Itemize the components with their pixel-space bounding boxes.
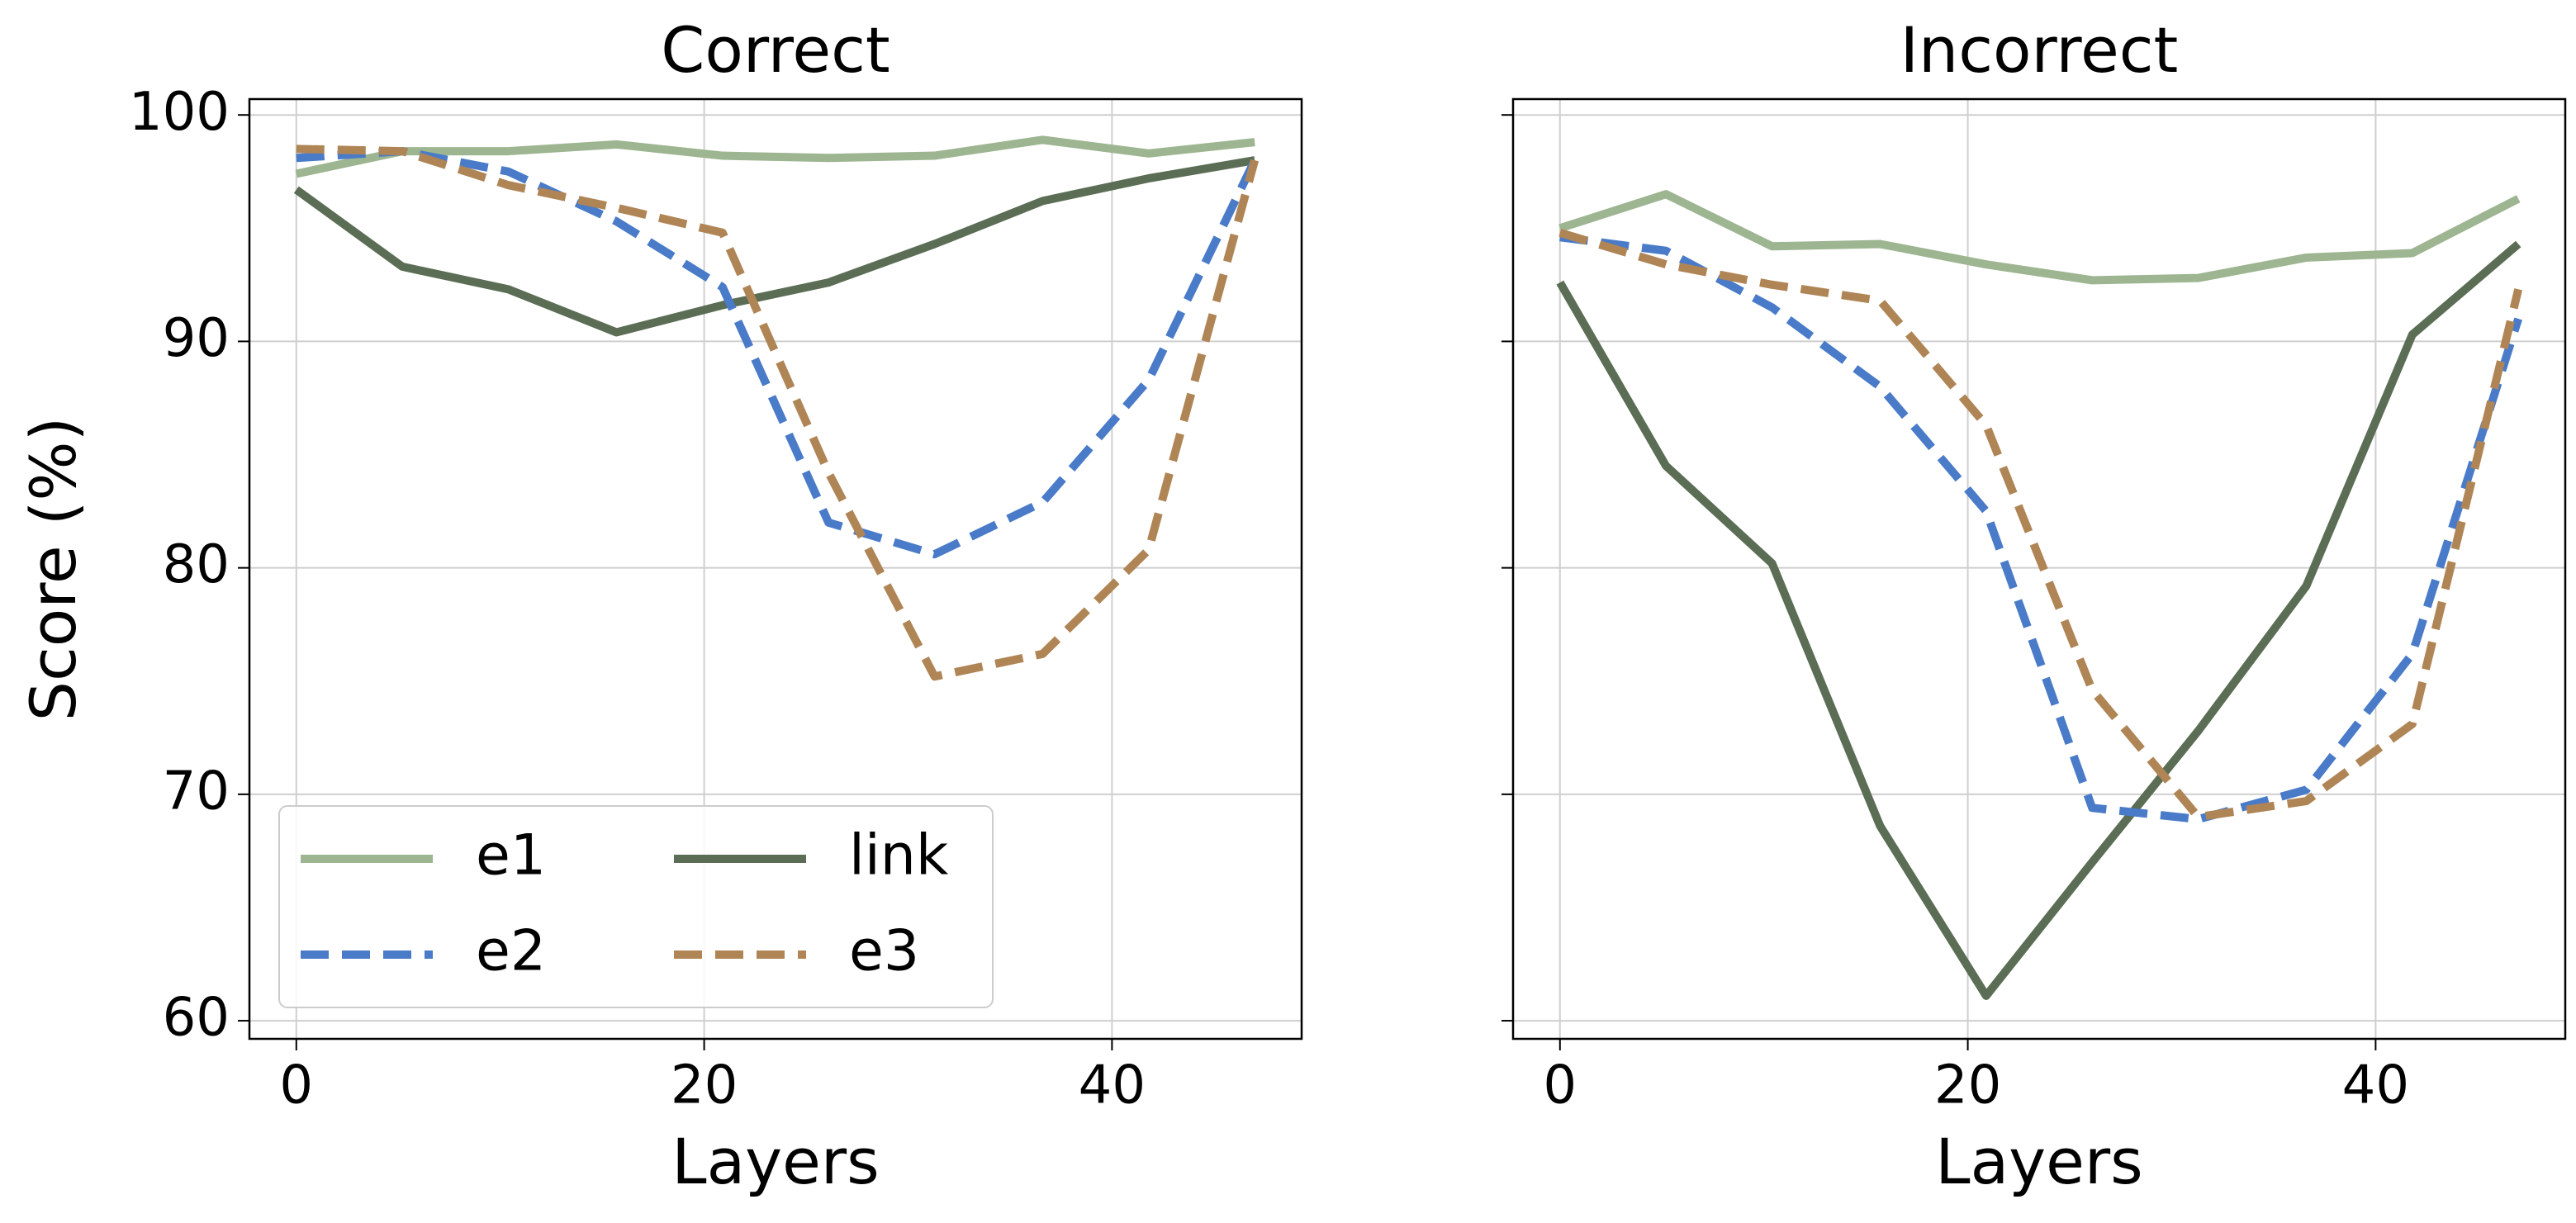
x-axis-label: Layers — [1935, 1125, 2143, 1198]
x-tick-label: 40 — [2342, 1055, 2409, 1116]
legend-label: e3 — [849, 919, 919, 984]
x-tick-label: 0 — [279, 1055, 313, 1116]
line-series — [1559, 233, 2522, 824]
plot-frame — [1511, 97, 2567, 1040]
chart-title: Correct — [661, 13, 890, 87]
line-series — [1558, 228, 2523, 822]
line-series — [1556, 240, 2521, 1000]
y-tick-label: 70 — [163, 761, 230, 822]
legend-label: e1 — [476, 823, 546, 889]
legend-label: link — [849, 823, 949, 889]
x-tick-label: 20 — [1934, 1055, 2001, 1116]
y-tick-label: 80 — [163, 534, 230, 595]
y-tick-label: 60 — [163, 988, 230, 1049]
legend-label: e2 — [476, 919, 546, 984]
x-tick-label: 40 — [1079, 1055, 1146, 1116]
y-axis-label: Score (%) — [17, 417, 90, 722]
chart-title: Incorrect — [1900, 13, 2179, 87]
plot-frame — [248, 97, 1303, 1040]
line-series — [296, 147, 1259, 559]
legend-box — [278, 805, 994, 1008]
line-series — [295, 135, 1255, 178]
y-tick-label: 100 — [129, 82, 230, 143]
line-series — [293, 156, 1256, 337]
y-tick-label: 90 — [163, 308, 230, 369]
x-axis-label: Layers — [671, 1125, 880, 1198]
x-tick-label: 0 — [1543, 1055, 1577, 1116]
x-tick-label: 20 — [671, 1055, 738, 1116]
line-series — [1558, 190, 2521, 285]
